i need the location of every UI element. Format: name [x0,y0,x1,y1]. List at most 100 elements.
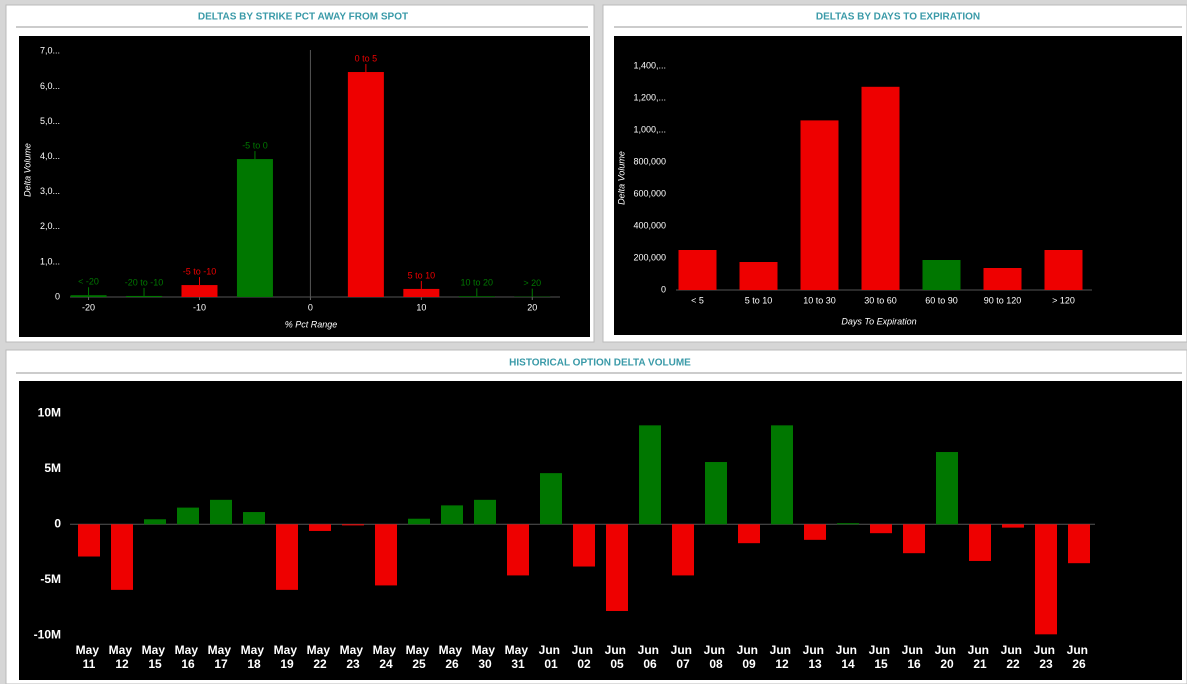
bar [111,524,133,590]
y-axis-title: Delta Volume [616,151,626,205]
x-tick-label: 60 to 90 [925,295,958,305]
x-tick-label: Jun 05 [605,643,630,671]
y-tick-label: -10M [34,628,61,642]
x-tick-label: 30 to 60 [864,295,897,305]
bar [309,524,331,531]
bar [870,524,892,534]
bar [126,295,163,297]
bar [705,462,727,525]
x-tick-label-line: May [472,643,499,657]
x-tick-label: Jun 01 [539,643,564,671]
bar [573,524,595,567]
x-tick-label: Jun 15 [869,643,894,671]
bar [678,250,717,290]
bar [800,120,839,291]
bar [408,518,430,525]
bar [236,159,273,297]
plot-background [19,36,590,337]
x-tick-label-line: 23 [1039,657,1053,671]
x-tick-label-line: May [439,643,466,657]
x-tick-label-line: 06 [643,657,657,671]
bar [540,473,562,525]
bar [458,296,495,297]
x-tick-label: May 23 [340,643,367,671]
x-tick-label: Jun 13 [803,643,828,671]
bar [983,268,1022,290]
bar [507,524,529,576]
x-tick-label: May 12 [109,643,136,671]
bar [639,425,661,525]
x-axis-title: Days To Expiration [841,316,916,326]
x-tick-label-line: 05 [610,657,624,671]
x-tick-label-line: 26 [445,657,459,671]
x-tick-label-line: May [373,643,400,657]
x-tick-label-line: 16 [907,657,921,671]
y-tick-label: 10M [38,405,61,419]
y-axis-title: Delta Volume [22,143,32,197]
x-tick-label-line: May [142,643,169,657]
x-tick-label-line: 18 [247,657,261,671]
bar [1068,524,1090,564]
x-tick-label-line: May [241,643,268,657]
x-tick-label: 20 [527,302,537,312]
data-label: > 20 [523,278,541,288]
bar [342,524,364,526]
x-tick-label: Jun 23 [1034,643,1059,671]
bar [804,524,826,540]
bar [177,507,199,525]
x-tick-label-line: May [76,643,103,657]
bar [837,523,859,525]
bar [672,524,694,576]
bar [861,86,900,290]
x-tick-label: Jun 20 [935,643,960,671]
chart-title: HISTORICAL OPTION DELTA VOLUME [509,358,691,369]
x-tick-label-line: Jun [770,643,795,657]
x-tick-label-line: Jun [638,643,663,657]
y-tick-label: 4,0... [40,151,60,161]
y-tick-label: 1,200,... [633,92,666,102]
x-tick-label: 5 to 10 [745,295,773,305]
bar [738,524,760,544]
y-tick-label: 600,000 [633,188,666,198]
x-tick-label: May 30 [472,643,499,671]
x-tick-label-line: May [175,643,202,657]
x-tick-label-line: Jun [968,643,993,657]
plot-background [19,381,1182,680]
bar [606,524,628,611]
y-tick-label: 5M [44,461,61,475]
data-label: -20 to -10 [125,277,164,287]
x-tick-label-line: Jun [803,643,828,657]
data-label: < -20 [78,277,99,287]
x-tick-label: 10 to 30 [803,295,836,305]
bar [347,72,384,298]
y-tick-label: 400,000 [633,220,666,230]
x-tick-label: -20 [82,302,95,312]
bar [210,499,232,525]
x-tick-label-line: 31 [511,657,525,671]
x-tick-label-line: 09 [742,657,756,671]
x-tick-label: Jun 12 [770,643,795,671]
data-label: 0 to 5 [355,53,378,63]
x-tick-label-line: Jun [935,643,960,657]
data-label: -5 to 0 [242,140,268,150]
x-tick-label-line: 21 [973,657,987,671]
x-tick-label: Jun 14 [836,643,861,671]
x-tick-label-line: May [505,643,532,657]
y-tick-label: 3,0... [40,186,60,196]
x-tick-label: May 24 [373,643,400,671]
x-tick-label-line: 17 [214,657,228,671]
y-tick-label: 5,0... [40,116,60,126]
x-tick-label-line: May [274,643,301,657]
x-tick-label-line: May [208,643,235,657]
x-tick-label-line: 07 [676,657,690,671]
x-tick-label: Jun 26 [1067,643,1092,671]
x-tick-label-line: 25 [412,657,426,671]
bar [181,285,218,297]
x-tick-label-line: 26 [1072,657,1086,671]
x-tick-label-line: 15 [874,657,888,671]
y-tick-label: 800,000 [633,156,666,166]
x-tick-label-line: May [340,643,367,657]
y-tick-label: 0 [55,291,60,301]
